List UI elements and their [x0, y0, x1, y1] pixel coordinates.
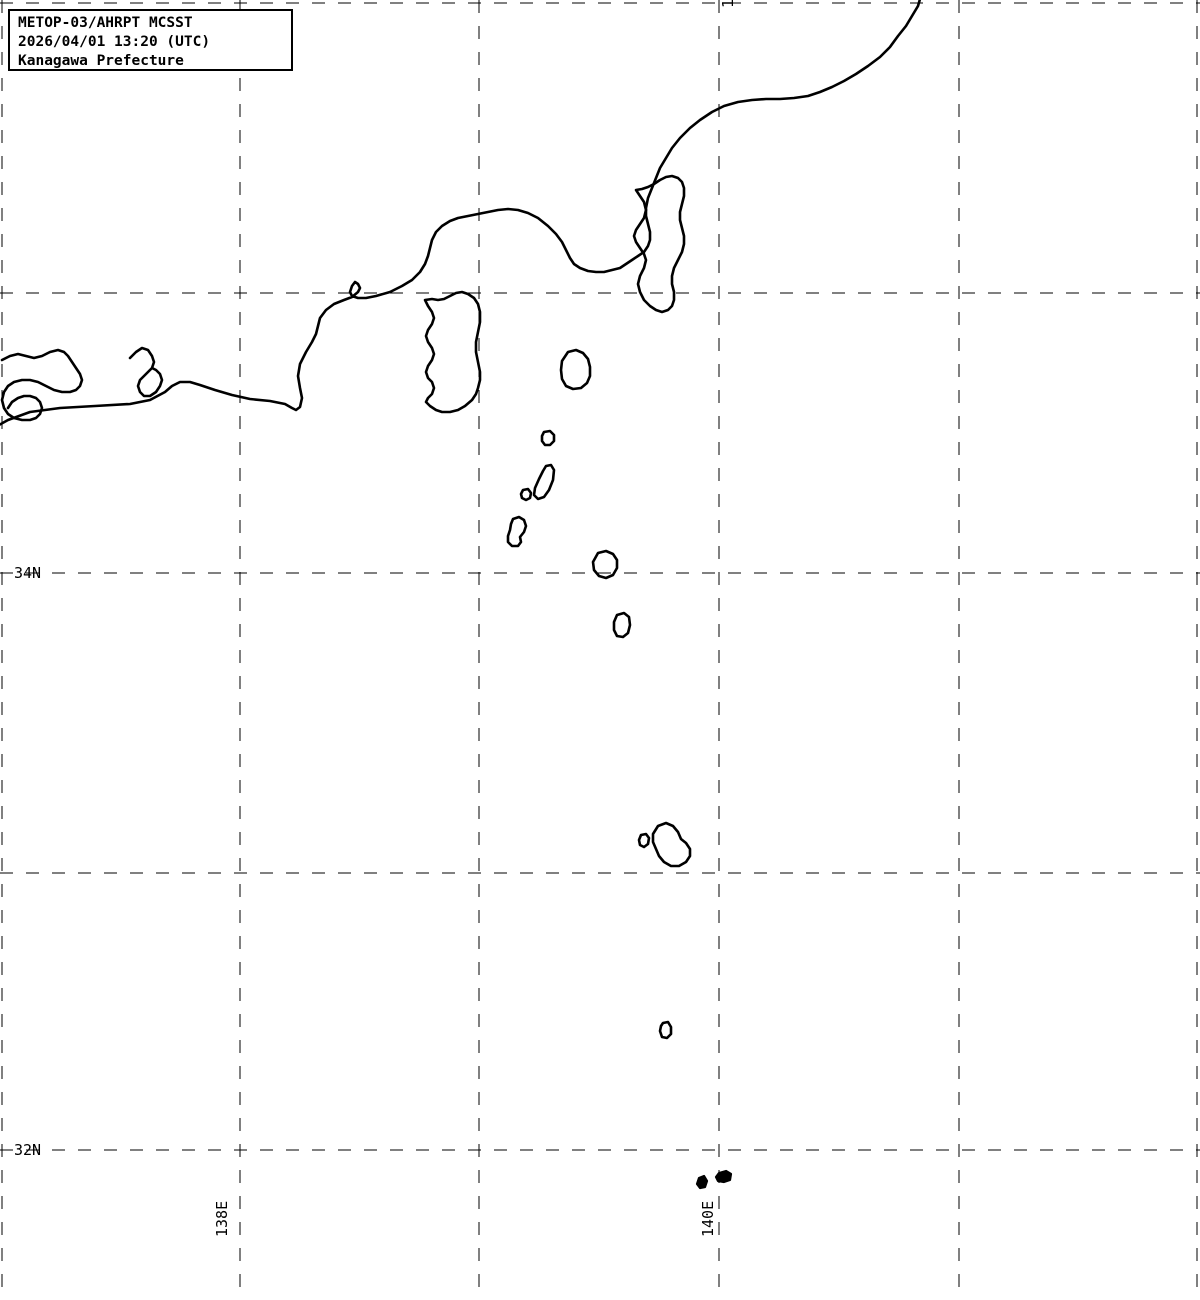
island-kozushima — [506, 515, 528, 548]
island-toshima — [540, 429, 556, 447]
island-shikinejima — [519, 487, 533, 502]
lake-hamana — [0, 348, 84, 422]
product-timestamp-line: 2026/04/01 13:20 (UTC) — [18, 34, 211, 50]
coastline-layer — [0, 0, 922, 426]
product-region-line: Kanagawa Prefecture — [18, 53, 184, 69]
lon-label-138e-bottom: 138E — [213, 1201, 231, 1237]
island-oshima — [559, 348, 592, 391]
izu-peninsula-coastline — [423, 290, 482, 414]
island-hachijojima — [651, 821, 692, 868]
lon-label-140e-top: 140E — [719, 0, 737, 8]
product-info-box: METOP-03/AHRPT MCSST 2026/04/01 13:20 (U… — [8, 9, 293, 71]
islands-layer — [506, 348, 733, 1190]
product-satellite-line: METOP-03/AHRPT MCSST — [18, 15, 193, 31]
omaezaki-cape — [128, 346, 164, 398]
lon-label-140e-bottom: 140E — [699, 1201, 717, 1237]
island-miyakejima — [591, 549, 619, 580]
honshu-mainland-coastline — [0, 0, 922, 426]
lat-label-32n: 32N — [14, 1141, 41, 1159]
island-hachijokojima — [637, 832, 651, 849]
islet-bayonnaise-rocks — [695, 1174, 709, 1190]
miura-peninsula-coastline — [632, 174, 686, 314]
island-aogashima — [658, 1020, 673, 1040]
lat-label-34n: 34N — [14, 564, 41, 582]
islet-sumisujima — [714, 1169, 733, 1184]
island-niijima — [532, 463, 556, 501]
island-mikurajima — [612, 611, 632, 639]
grid-labels: 34N 32N 140E 138E 140E — [14, 0, 737, 1237]
